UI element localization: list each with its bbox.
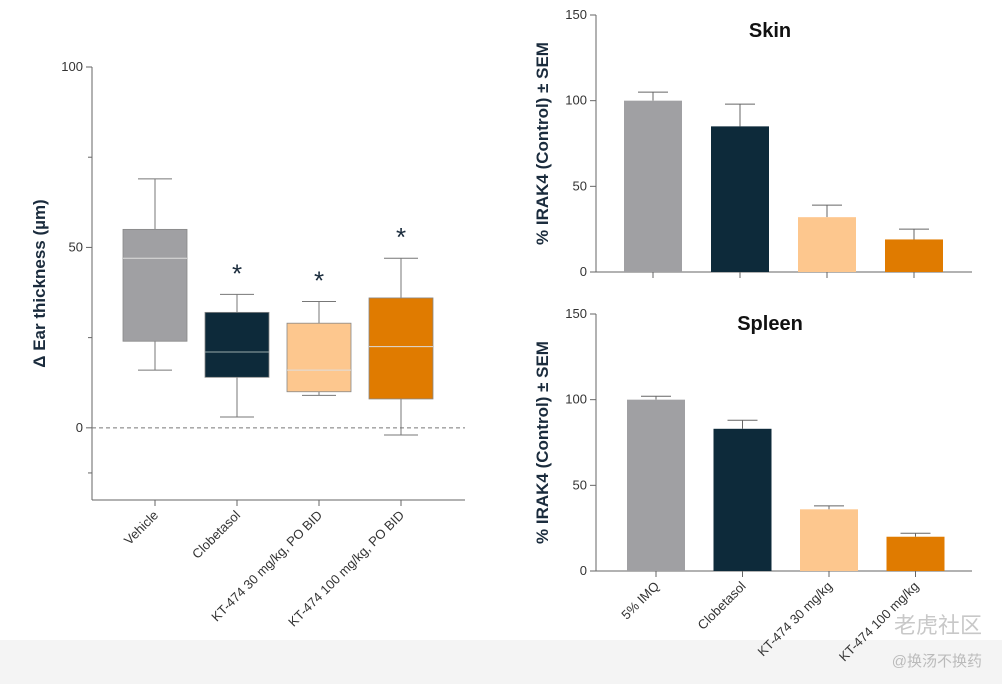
y-axis-label: % IRAK4 (Control) ± SEM [533,341,552,544]
bar [713,428,772,571]
y-tick-label: 100 [565,93,587,108]
watermark-handle: @换汤不换药 [892,653,982,670]
bar [886,536,945,571]
y-axis-label: % IRAK4 (Control) ± SEM [533,42,552,245]
chart-title: Spleen [737,313,803,335]
y-tick-label: 50 [69,239,83,254]
chart-title: Skin [749,20,791,42]
y-tick-label: 50 [573,178,587,193]
watermark-logo: 老虎社区 [894,613,982,638]
x-tick-label: Vehicle [121,508,161,548]
y-tick-label: 150 [565,306,587,321]
y-tick-label: 0 [580,264,587,279]
significance-mark: * [396,222,406,252]
bar [711,126,769,272]
y-tick-label: 50 [573,477,587,492]
box [204,311,270,378]
bar [800,509,858,571]
y-axis-label: Δ Ear thickness (µm) [30,199,49,367]
x-tick-label: Clobetasol [695,578,749,632]
box [368,297,434,400]
significance-mark: * [232,258,242,288]
x-tick-label: 5% IMQ [618,579,662,623]
y-tick-label: 100 [61,59,83,74]
x-tick-label: Clobetasol [189,507,243,561]
y-tick-label: 0 [76,420,83,435]
y-tick-label: 0 [580,563,587,578]
footer-strip [0,640,1002,684]
bar [798,217,856,272]
box [286,322,352,393]
bar [885,239,943,272]
significance-mark: * [314,266,324,296]
y-tick-label: 100 [565,392,587,407]
y-tick-label: 150 [565,7,587,22]
bar [624,100,682,273]
box [122,228,188,342]
bar [627,399,685,571]
